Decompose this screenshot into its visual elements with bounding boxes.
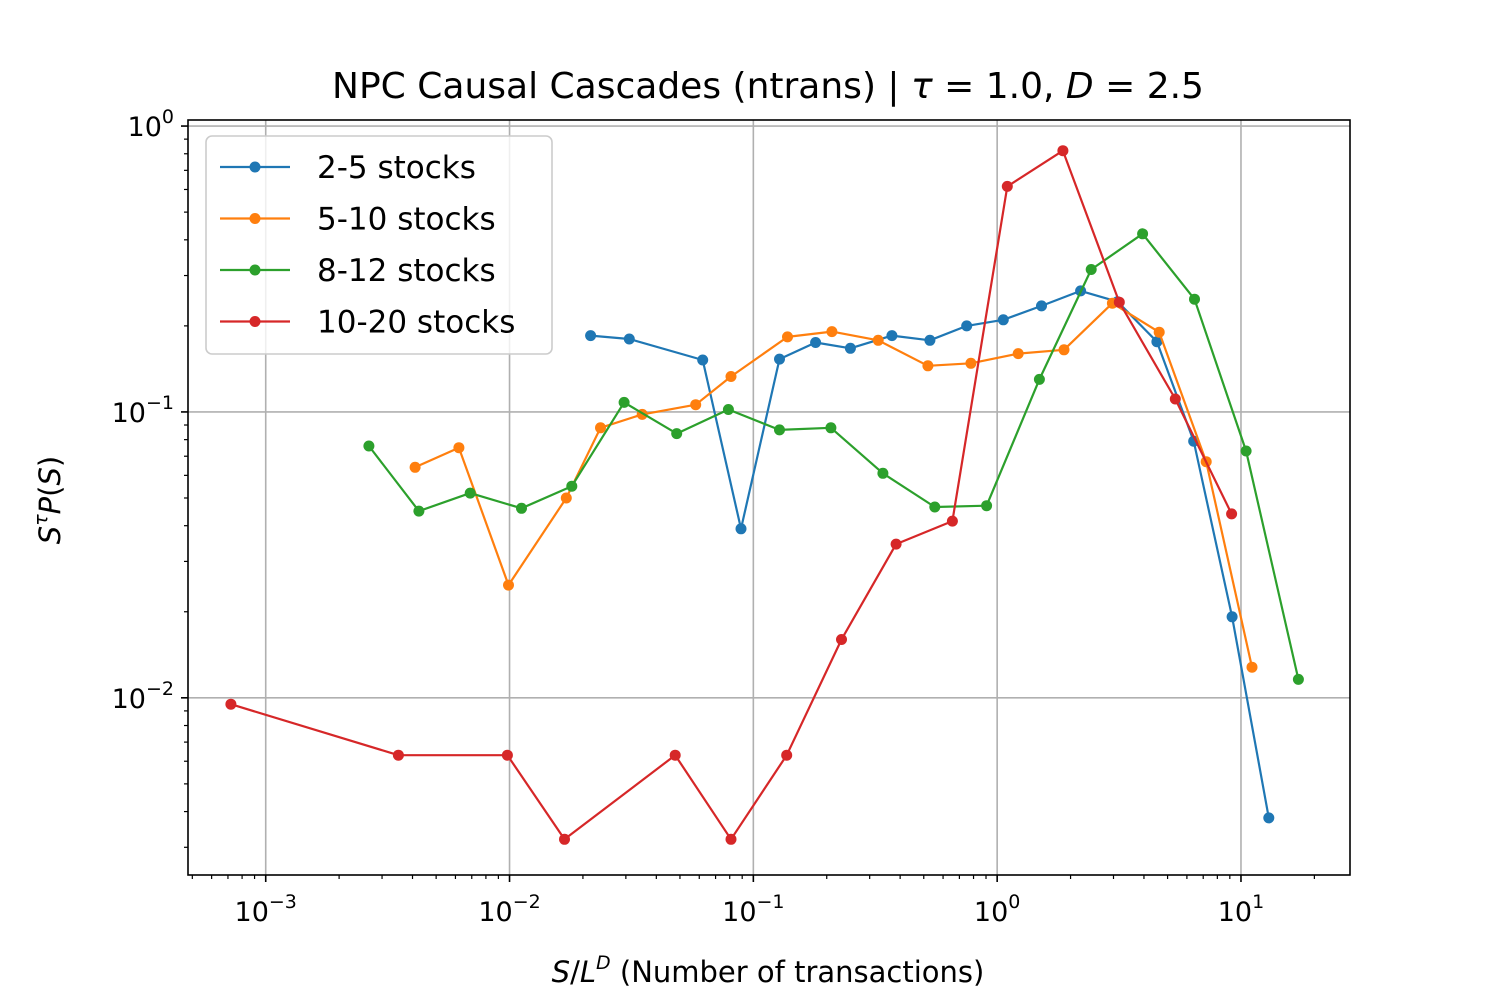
y-tick-label: 10−1 [112, 392, 174, 429]
x-tick-label: 10−2 [478, 891, 540, 928]
data-point [810, 337, 822, 348]
data-point [585, 330, 597, 342]
data-point [1137, 228, 1149, 240]
data-point [1057, 145, 1069, 157]
legend-label: 8-12 stocks [317, 253, 496, 289]
data-point [844, 342, 856, 354]
y-tick-label: 100 [128, 106, 174, 143]
data-point [503, 579, 514, 591]
legend-label: 5-10 stocks [317, 202, 496, 238]
x-tick-label: 101 [1218, 891, 1264, 928]
x-tick-label: 10−3 [235, 891, 297, 928]
data-point [735, 523, 747, 535]
legend-item: 5-10 stocks [220, 202, 496, 238]
data-point [516, 502, 527, 514]
data-point [1246, 661, 1258, 673]
x-tick-label: 10−1 [722, 891, 784, 928]
data-point [1085, 264, 1097, 275]
legend-item: 8-12 stocks [220, 253, 496, 289]
data-point [1240, 445, 1252, 457]
data-point [922, 360, 934, 372]
data-point [697, 354, 709, 366]
data-point [826, 326, 838, 338]
data-point [1033, 373, 1045, 385]
data-point [836, 634, 847, 645]
data-point [961, 320, 973, 332]
data-point [1001, 180, 1013, 192]
data-point [618, 396, 630, 408]
data-point [363, 440, 375, 452]
data-point [1113, 296, 1125, 308]
series-8-12-stocks [363, 228, 1304, 685]
data-point [722, 404, 734, 415]
data-point [409, 461, 421, 473]
legend-marker [249, 161, 261, 173]
y-axis-label: SτP(S) [30, 456, 67, 544]
data-point [946, 515, 958, 527]
data-point [924, 334, 936, 346]
chart-title: NPC Causal Cascades (ntrans) | τ = 1.0, … [332, 66, 1204, 107]
data-point [690, 399, 702, 411]
data-point [1058, 344, 1070, 356]
data-point [886, 330, 898, 342]
legend-marker [249, 316, 261, 327]
data-point [225, 698, 237, 710]
data-point [890, 538, 902, 550]
data-point [566, 480, 578, 492]
data-point [1169, 393, 1181, 405]
x-axis-label: S/LD (Number of transactions) [552, 952, 985, 989]
data-point [1189, 293, 1200, 305]
data-point [413, 505, 425, 517]
data-point [595, 422, 606, 434]
legend: 2-5 stocks 5-10 stocks 8-12 stocks 10-20 st… [205, 135, 553, 355]
data-point [1153, 326, 1165, 338]
legend-box [205, 135, 553, 355]
data-point [725, 833, 737, 845]
legend-marker [249, 213, 261, 224]
plot-frame [187, 119, 1351, 876]
data-point [669, 749, 681, 761]
data-point [559, 833, 570, 845]
legend-label: 2-5 stocks [317, 150, 476, 186]
x-tick-label: 100 [974, 891, 1020, 928]
data-point [965, 357, 977, 369]
data-point [501, 749, 513, 761]
data-point [1292, 673, 1304, 685]
data-point [464, 487, 476, 499]
y-axis-ticks: 10−2 10−1 100 [112, 106, 188, 715]
data-point [1036, 300, 1047, 312]
data-point [774, 353, 785, 365]
data-point [872, 334, 884, 346]
data-point [1151, 336, 1163, 348]
data-point [1226, 508, 1238, 520]
data-point [623, 333, 635, 345]
series-line [590, 289, 1270, 819]
data-point [997, 314, 1009, 326]
data-point [774, 424, 785, 436]
x-axis-ticks: 10−3 10−2 10−1 100 101 [235, 875, 1264, 928]
series-layer [225, 145, 1304, 845]
data-point [560, 492, 572, 504]
data-point [1263, 812, 1275, 824]
data-point [392, 749, 404, 761]
data-point [725, 371, 737, 382]
legend-marker [249, 264, 261, 276]
legend-label: 10-20 stocks [317, 305, 515, 341]
data-point [781, 749, 793, 761]
data-point [1012, 348, 1024, 360]
data-point [929, 501, 941, 513]
data-point [825, 422, 837, 434]
data-point [671, 428, 683, 440]
legend-item: 10-20 stocks [220, 305, 515, 341]
y-tick-label: 10−2 [112, 678, 174, 715]
data-point [877, 467, 889, 479]
data-point [453, 442, 465, 454]
series-10-20-stocks [225, 145, 1238, 845]
data-point [782, 331, 793, 343]
data-point [981, 500, 993, 512]
legend-item: 2-5 stocks [220, 150, 476, 186]
data-point [1226, 611, 1238, 623]
